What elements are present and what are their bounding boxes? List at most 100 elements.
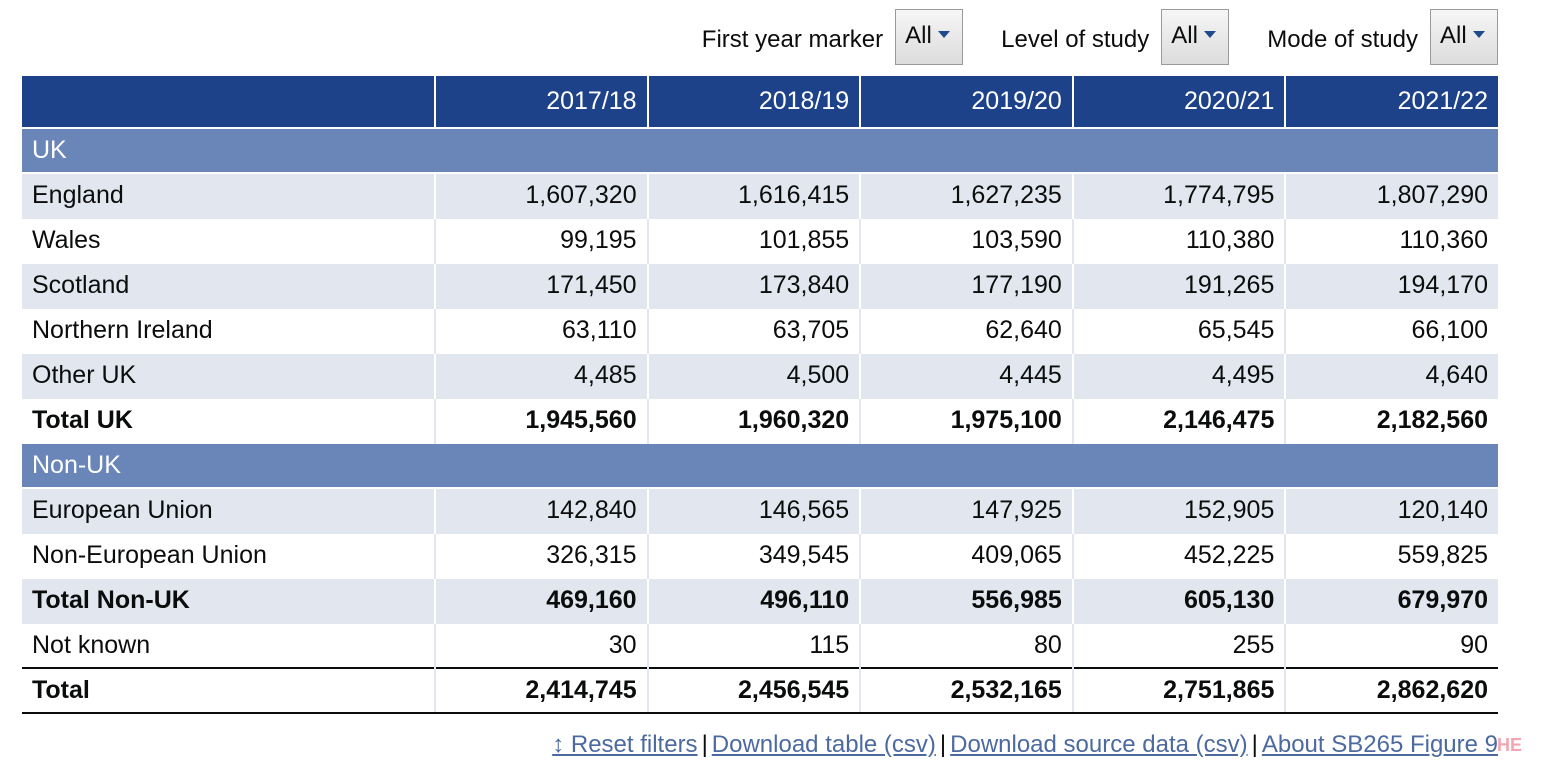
row-label: Not known (22, 622, 436, 668)
column-header (22, 76, 436, 128)
table-cell: 63,110 (435, 307, 649, 353)
table-cell: 1,807,290 (1285, 172, 1498, 218)
table-cell: 4,445 (860, 352, 1074, 398)
table-cell: 80 (860, 622, 1074, 668)
column-header: 2019/20 (860, 76, 1074, 128)
table-row: Other UK 4,485 4,500 4,445 4,495 4,640 (22, 352, 1498, 398)
row-label: Non-European Union (22, 532, 436, 578)
table-cell: 177,190 (860, 262, 1074, 308)
table-cell: 194,170 (1285, 262, 1498, 308)
mode-of-study-select[interactable]: All (1430, 9, 1498, 65)
table-cell: 1,774,795 (1072, 172, 1287, 218)
table-cell: 4,485 (435, 352, 649, 398)
table-cell: 2,182,560 (1285, 397, 1498, 443)
table-header-row: 2017/18 2018/19 2019/20 2020/21 2021/22 (22, 76, 1498, 128)
chevron-down-icon (937, 31, 950, 38)
table-cell: 110,360 (1285, 217, 1498, 263)
table-cell: 409,065 (860, 532, 1074, 578)
column-header: 2021/22 (1285, 76, 1498, 128)
table-cell: 556,985 (860, 577, 1074, 623)
table-cell: 147,925 (860, 487, 1074, 533)
table-row: Total UK 1,945,560 1,960,320 1,975,100 2,146… (22, 397, 1498, 443)
link-separator: | (939, 731, 947, 758)
table-cell: 1,627,235 (860, 172, 1074, 218)
table-cell: 1,616,415 (647, 172, 862, 218)
table-cell: 90 (1285, 622, 1498, 668)
filter-first-year-marker: First year marker All (701, 9, 964, 65)
table-row: Scotland 171,450 173,840 177,190 191,265 194,… (22, 262, 1498, 308)
filter-level-of-study: Level of study All (1001, 9, 1230, 65)
table-cell: 191,265 (1072, 262, 1287, 308)
table-row: Northern Ireland 63,110 63,705 62,640 65,545… (22, 307, 1498, 353)
section-title: UK (22, 127, 1498, 173)
footer-links: ↕ Reset filters | Download table (csv) | Dow… (552, 731, 1498, 759)
table-row: Non-European Union 326,315 349,545 409,065 4… (22, 532, 1498, 578)
table-cell: 605,130 (1072, 577, 1287, 623)
table-cell: 63,705 (647, 307, 862, 353)
table-cell: 326,315 (435, 532, 649, 578)
row-label: Total Non-UK (22, 577, 436, 623)
filter-bar: First year marker All Level of study All… (702, 7, 1498, 67)
link-separator: | (701, 731, 708, 758)
link-separator: | (1251, 731, 1258, 758)
table-cell: 66,100 (1285, 307, 1498, 353)
table-row: Wales 99,195 101,855 103,590 110,380 110,360 (22, 217, 1498, 263)
table-cell: 115 (647, 622, 862, 668)
table-cell: 2,414,745 (435, 667, 649, 714)
table-cell: 349,545 (647, 532, 862, 578)
row-label: European Union (22, 487, 436, 533)
hesa-logo: HE (1497, 735, 1523, 755)
select-value: All (905, 22, 932, 49)
select-value: All (1440, 22, 1467, 49)
section-header-row: UK (22, 127, 1498, 173)
column-header: 2018/19 (647, 76, 862, 128)
row-label: Wales (22, 217, 436, 263)
table-cell: 2,751,865 (1072, 667, 1287, 714)
row-label: Other UK (22, 352, 436, 398)
row-label: Northern Ireland (22, 307, 436, 353)
row-label: England (22, 172, 436, 218)
table-cell: 120,140 (1285, 487, 1498, 533)
table-row: Total Non-UK 469,160 496,110 556,985 605,130… (22, 577, 1498, 623)
table-cell: 146,565 (647, 487, 862, 533)
table-cell: 679,970 (1285, 577, 1498, 623)
table-cell: 101,855 (647, 217, 862, 263)
section-title: Non-UK (22, 442, 1498, 488)
table-cell: 2,456,545 (647, 667, 862, 714)
table-cell: 1,607,320 (435, 172, 649, 218)
table-cell: 30 (435, 622, 649, 668)
download-source-data-link[interactable]: Download source data (csv) (950, 731, 1248, 758)
section-header-row: Non-UK (22, 442, 1498, 488)
table-cell: 255 (1072, 622, 1287, 668)
data-table: 2017/18 2018/19 2019/20 2020/21 2021/22 … (22, 76, 1498, 714)
table-cell: 1,945,560 (435, 397, 649, 443)
select-value: All (1171, 22, 1198, 49)
table-cell: 99,195 (435, 217, 649, 263)
reset-filters-link[interactable]: ↕ Reset filters (552, 731, 698, 758)
table-cell: 171,450 (435, 262, 649, 308)
table-cell: 4,495 (1072, 352, 1287, 398)
row-label: Scotland (22, 262, 436, 308)
table-cell: 496,110 (647, 577, 862, 623)
column-header: 2020/21 (1072, 76, 1287, 128)
filter-label: Mode of study (1267, 26, 1418, 53)
table-cell: 452,225 (1072, 532, 1287, 578)
filter-label: First year marker (701, 26, 884, 53)
chevron-down-icon (1472, 31, 1485, 38)
table-row: England 1,607,320 1,616,415 1,627,235 1,774,… (22, 172, 1498, 218)
table-row: Not known 30 115 80 255 90 (22, 622, 1498, 668)
table-cell: 559,825 (1285, 532, 1498, 578)
about-figure-link[interactable]: About SB265 Figure 9 (1261, 731, 1498, 758)
column-header: 2017/18 (435, 76, 649, 128)
download-table-link[interactable]: Download table (csv) (711, 731, 936, 758)
row-label: Total UK (22, 397, 436, 443)
first-year-marker-select[interactable]: All (895, 9, 964, 65)
filter-mode-of-study: Mode of study All (1267, 9, 1498, 65)
chevron-down-icon (1203, 31, 1216, 38)
table-cell: 469,160 (435, 577, 649, 623)
table-cell: 4,640 (1285, 352, 1498, 398)
table-cell: 65,545 (1072, 307, 1287, 353)
level-of-study-select[interactable]: All (1161, 9, 1230, 65)
table-cell: 2,862,620 (1285, 667, 1498, 714)
table-row: European Union 142,840 146,565 147,925 152,9… (22, 487, 1498, 533)
